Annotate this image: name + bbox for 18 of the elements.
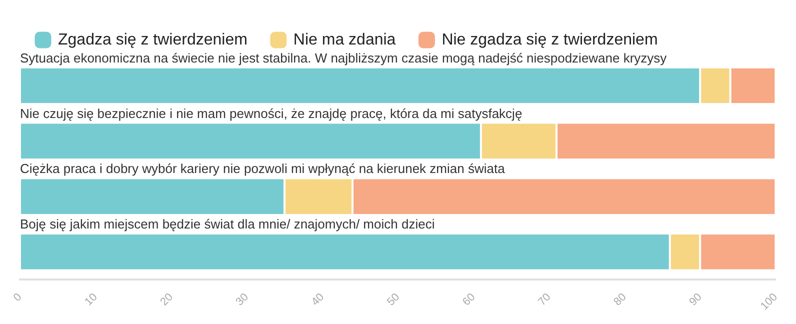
y-tick-label: Sytuacja ekonomiczna na świecie nie jest stabilna. W najbliższym czasie mogą nadejść niespodziewane kryzysy	[20, 50, 668, 66]
x-tick-label: 70	[536, 291, 554, 308]
x-tick-label: 80	[612, 291, 629, 308]
y-tick-label: Ciężka praca i dobry wybór kariery nie pozwoli mi wpłynąć na kierunek zmian świata	[20, 161, 506, 176]
x-tick-label: 40	[309, 291, 327, 308]
x-tick-label: 20	[158, 291, 176, 308]
x-tick-label: 10	[82, 291, 100, 308]
legend-label: Zgadza się z twierdzeniem	[58, 31, 248, 48]
x-tick-label: 60	[460, 291, 478, 308]
y-tick-label: Boję się jakim miejscem będzie świat dla mnie/ znajomych/ moich dzieci	[20, 216, 435, 232]
y-tick-label: Nie czuję się bezpiecznie i nie mam pewności, że znajdę pracę, która da mi satysfakcję	[20, 106, 522, 121]
x-tick-label: 30	[234, 291, 251, 308]
legend-label: Nie zgadza się z twierdzeniem	[442, 31, 658, 48]
x-tick-label: 100	[758, 291, 780, 313]
legend-label: Nie ma zdania	[293, 31, 396, 48]
x-tick-label: 50	[384, 291, 402, 308]
x-tick-label: 90	[687, 291, 704, 308]
x-tick-label: 0	[11, 291, 24, 304]
